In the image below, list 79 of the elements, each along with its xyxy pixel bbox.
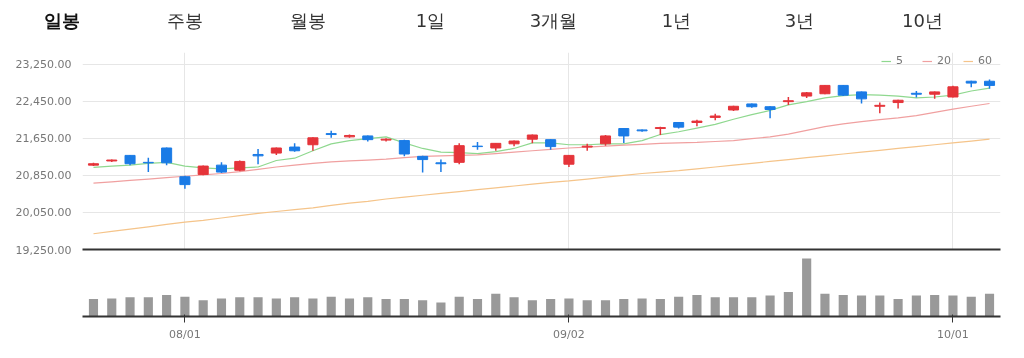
bar	[472, 299, 483, 317]
bar	[216, 298, 227, 317]
candlestick	[435, 158, 447, 173]
text: 3년	[783, 9, 816, 33]
line-series	[92, 87, 991, 170]
bar	[637, 298, 647, 317]
bar	[838, 295, 848, 317]
y-tick-label: 21,650.00	[15, 132, 72, 146]
y-tick-label: 22,450.00	[15, 95, 72, 109]
bar	[180, 296, 190, 317]
bar	[308, 298, 318, 317]
text: 1일	[414, 9, 447, 33]
bar	[692, 295, 702, 317]
bar	[546, 299, 556, 317]
x-tick-label: 08/01	[169, 327, 201, 341]
bar	[326, 296, 336, 317]
bar	[399, 299, 409, 317]
bar	[783, 292, 793, 317]
bar	[911, 295, 921, 317]
y-tick-label: 19,250.00	[15, 243, 72, 257]
bar	[893, 299, 903, 317]
candlestick	[325, 130, 337, 139]
y-tick-label: 23,250.00	[15, 58, 72, 72]
bar	[984, 293, 995, 317]
candlestick	[252, 148, 264, 165]
bar	[619, 299, 629, 317]
bar	[856, 295, 867, 317]
bar	[290, 297, 300, 317]
legend-label: 20	[937, 54, 952, 67]
bar	[948, 295, 958, 317]
bar	[710, 297, 720, 317]
bar	[88, 299, 99, 317]
text: 월봉	[288, 9, 327, 33]
legend-label: 5	[896, 54, 904, 67]
bar	[125, 297, 135, 317]
bar	[491, 293, 501, 317]
bar	[564, 298, 574, 317]
bar	[271, 298, 281, 317]
bar	[728, 297, 739, 317]
candlestick	[892, 99, 904, 110]
y-tick-label: 20,050.00	[15, 206, 72, 220]
bar	[253, 297, 263, 317]
candlestick	[453, 142, 465, 165]
line-series	[92, 138, 991, 235]
bar	[381, 299, 391, 317]
bar	[418, 300, 428, 317]
bar	[344, 298, 355, 317]
bar	[875, 295, 885, 317]
bar	[930, 295, 940, 317]
bar	[527, 300, 537, 317]
bar	[747, 297, 757, 317]
text: 1년	[660, 9, 693, 33]
bar	[198, 300, 208, 317]
bar	[454, 296, 464, 317]
bar	[235, 297, 245, 317]
legend-label: 60	[978, 54, 993, 67]
bar	[582, 300, 592, 317]
bar	[436, 302, 446, 317]
bar	[107, 298, 117, 317]
text: 3개월	[528, 9, 579, 33]
bar	[655, 299, 665, 317]
bar	[162, 295, 172, 317]
text: 주봉	[165, 9, 204, 33]
bar	[966, 296, 976, 317]
bar	[363, 297, 373, 317]
bar	[820, 293, 830, 317]
bar	[674, 296, 684, 317]
text: 일봉	[42, 9, 81, 33]
bar	[509, 297, 519, 317]
bar	[765, 295, 775, 317]
bar	[600, 300, 611, 317]
bar	[143, 297, 153, 317]
x-tick-label: 10/01	[937, 327, 969, 341]
text: 10년	[901, 9, 944, 33]
bar	[802, 258, 812, 317]
line-series	[92, 102, 991, 184]
y-tick-label: 20,850.00	[15, 169, 72, 183]
candlestick	[874, 101, 886, 114]
x-tick-label: 09/02	[553, 327, 585, 341]
